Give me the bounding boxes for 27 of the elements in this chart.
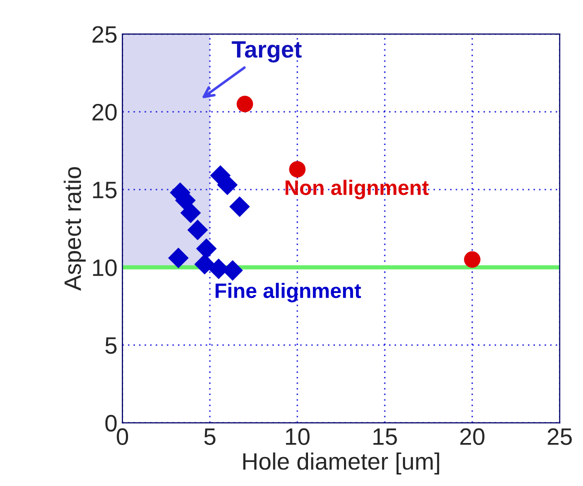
point <box>168 248 189 268</box>
point <box>236 96 254 112</box>
x-tick-label: 20 <box>460 428 484 446</box>
y-tick-label: 10 <box>93 259 117 276</box>
point <box>289 161 306 178</box>
y-tick-label: 20 <box>92 104 117 121</box>
x-tick-label: 5 <box>204 428 216 446</box>
point <box>464 251 480 268</box>
y-tick-label: 25 <box>92 26 117 43</box>
x-tick-label: 10 <box>286 428 310 446</box>
y-axis-title: Aspect ratio <box>64 167 86 291</box>
point <box>217 174 238 196</box>
series-label: Non alignment <box>286 180 429 200</box>
point <box>187 220 208 240</box>
y-tick-label: 15 <box>93 182 117 198</box>
point <box>229 196 250 217</box>
y-tick-label: 5 <box>105 337 117 354</box>
band-label: Target <box>232 41 302 63</box>
point <box>180 202 201 224</box>
x-tick-label: 25 <box>548 428 572 446</box>
y-tick-label: 0 <box>105 414 117 432</box>
x-tick-label: 0 <box>116 428 128 446</box>
point <box>196 238 217 259</box>
x-tick-label: 15 <box>373 428 397 446</box>
x-axis-title: Hole diameter [um] <box>243 452 440 474</box>
point <box>194 254 215 274</box>
series-label: Fine alignment <box>216 282 361 302</box>
